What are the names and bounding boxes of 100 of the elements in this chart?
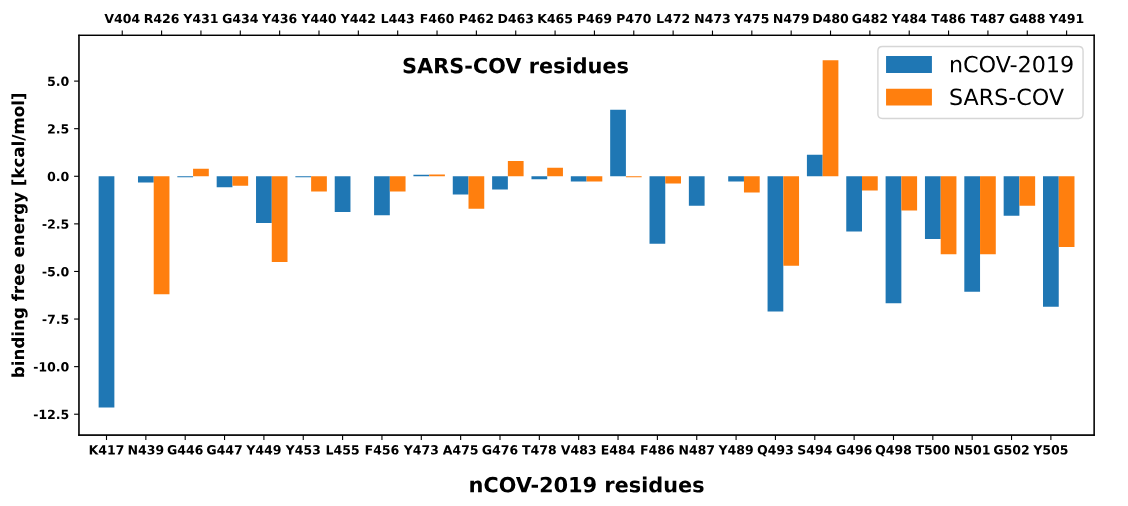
bar xyxy=(452,176,469,195)
text: Y436 xyxy=(261,13,297,24)
bar xyxy=(728,176,744,182)
bar xyxy=(649,176,666,244)
bar xyxy=(783,176,800,266)
x-tick-label: G476 xyxy=(482,445,518,455)
x-tick-label: N439 xyxy=(128,445,164,455)
x-tick-label: K417 xyxy=(89,445,124,455)
text: Y475 xyxy=(734,13,769,24)
y-axis-title: binding free energy [kcal/mol] xyxy=(11,93,28,377)
bar xyxy=(964,176,981,292)
x-tick-label: G446 xyxy=(167,445,203,455)
bar xyxy=(256,176,272,223)
bar xyxy=(822,60,839,177)
bar xyxy=(570,176,587,182)
text: F460 xyxy=(420,13,454,24)
x2-axis-title: SARS-COV residues xyxy=(403,57,628,74)
bar xyxy=(1058,176,1075,248)
bar xyxy=(610,109,626,177)
text: T486 xyxy=(931,13,966,24)
text: P470 xyxy=(617,13,651,24)
bar xyxy=(1003,176,1020,216)
text: P462 xyxy=(459,13,493,24)
bar xyxy=(531,176,548,180)
text: P469 xyxy=(577,13,612,24)
text: G482 xyxy=(852,13,887,24)
bar xyxy=(806,154,823,177)
y-tick-label: -12.5 xyxy=(33,409,69,420)
text: N479 xyxy=(774,13,809,24)
bar xyxy=(743,176,760,193)
y-tick-label: 0.0 xyxy=(47,171,69,182)
bar xyxy=(468,176,485,209)
text: K465 xyxy=(538,13,573,24)
x-tick-label: Y473 xyxy=(403,445,438,455)
text: Y431 xyxy=(183,13,218,24)
bar xyxy=(374,176,390,216)
y-tick-label: 2.5 xyxy=(48,124,69,134)
x-tick-label: N501 xyxy=(955,445,990,455)
y-tick-label: -10.0 xyxy=(33,362,69,372)
text: R426 xyxy=(144,13,179,24)
bar xyxy=(924,176,941,240)
bar xyxy=(389,176,406,192)
x-tick-label: A475 xyxy=(442,445,478,455)
bar xyxy=(940,176,957,255)
y-tick-label: 5.0 xyxy=(48,76,69,87)
x-tick-label: F486 xyxy=(641,445,675,455)
bar xyxy=(98,176,115,408)
bar xyxy=(216,176,233,188)
text: L443 xyxy=(381,13,414,24)
x-tick-label: Q498 xyxy=(875,445,912,457)
text: T487 xyxy=(970,13,1005,24)
legend-label: nCOV-2019 xyxy=(951,55,1073,73)
x-axis-title: nCOV-2019 residues xyxy=(470,476,704,493)
bar xyxy=(846,176,862,232)
bar xyxy=(334,176,351,212)
bar xyxy=(153,176,170,295)
text: L472 xyxy=(657,13,690,24)
bar xyxy=(232,176,249,186)
x-tick-label: F456 xyxy=(365,445,399,455)
bar xyxy=(767,176,784,312)
x-tick-label: G496 xyxy=(836,445,872,455)
bar xyxy=(885,176,902,304)
bar xyxy=(1043,176,1059,307)
bar xyxy=(862,176,878,191)
bar xyxy=(901,176,918,211)
x-tick-label: V483 xyxy=(560,445,596,455)
text: Y491 xyxy=(1048,13,1084,24)
x-tick-label: Y489 xyxy=(718,445,753,455)
x-tick-label: T500 xyxy=(915,445,950,455)
bar xyxy=(980,176,996,255)
x-tick-label: E484 xyxy=(601,445,635,455)
bar xyxy=(665,176,681,184)
x-tick-label: S494 xyxy=(798,445,832,455)
bar xyxy=(137,176,154,183)
bar xyxy=(1019,176,1036,206)
x-tick-label: G502 xyxy=(993,445,1029,455)
legend-label: SARS-COV xyxy=(950,88,1064,106)
text: G488 xyxy=(1009,13,1045,24)
bar xyxy=(311,176,327,192)
text: Y440 xyxy=(301,13,336,24)
bar xyxy=(507,161,524,177)
x-tick-label: Y449 xyxy=(246,445,281,455)
x-tick-label: Q493 xyxy=(757,445,793,457)
y-tick-label: -7.5 xyxy=(42,314,69,324)
text: Y484 xyxy=(891,13,927,24)
text: Y442 xyxy=(340,13,375,24)
x-tick-label: G447 xyxy=(207,445,242,455)
y-tick-label: -2.5 xyxy=(42,219,69,229)
text: D480 xyxy=(813,13,849,24)
x-tick-label: Y505 xyxy=(1033,445,1068,455)
x-tick-label: T478 xyxy=(522,445,556,455)
bar xyxy=(492,176,508,190)
text: D463 xyxy=(498,13,533,24)
bar xyxy=(193,168,209,177)
bar xyxy=(271,176,288,262)
text: N473 xyxy=(695,13,730,24)
bar xyxy=(688,176,705,206)
bar xyxy=(547,167,563,177)
text: G434 xyxy=(222,13,258,24)
x-tick-label: L455 xyxy=(326,445,359,455)
